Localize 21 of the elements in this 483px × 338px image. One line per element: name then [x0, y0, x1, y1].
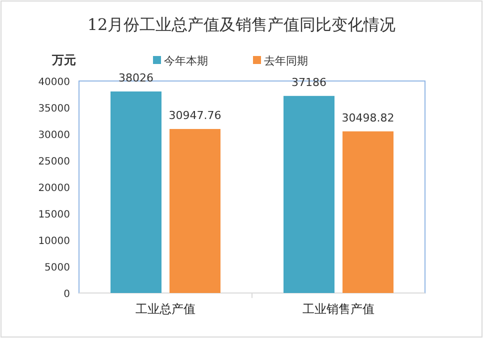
data-label: 30947.76	[168, 108, 222, 122]
x-tick-label: 工业总产值	[136, 302, 196, 316]
y-tick-label: 30000	[38, 130, 70, 141]
bar	[284, 96, 334, 293]
chart-title: 12月份工业总产值及销售产值同比变化情况	[87, 15, 396, 34]
bar	[110, 91, 162, 293]
y-tick-label: 20000	[38, 183, 70, 194]
y-tick-label: 35000	[38, 104, 70, 114]
y-tick-label: 40000	[38, 77, 70, 88]
y-tick-label: 10000	[38, 236, 70, 247]
bar	[170, 128, 220, 293]
legend-label: 去年同期	[264, 54, 308, 68]
legend-label: 今年本期	[164, 54, 208, 68]
data-label: 30498.82	[342, 111, 394, 124]
y-axis-title: 万元	[51, 53, 76, 67]
x-tick-label: 工业销售产值	[302, 302, 374, 316]
y-tick-label: 5000	[44, 262, 70, 274]
bar	[342, 131, 394, 293]
y-tick-label: 15000	[38, 210, 70, 220]
y-tick-label: 25000	[38, 156, 70, 168]
y-tick-label: 0	[64, 289, 70, 300]
